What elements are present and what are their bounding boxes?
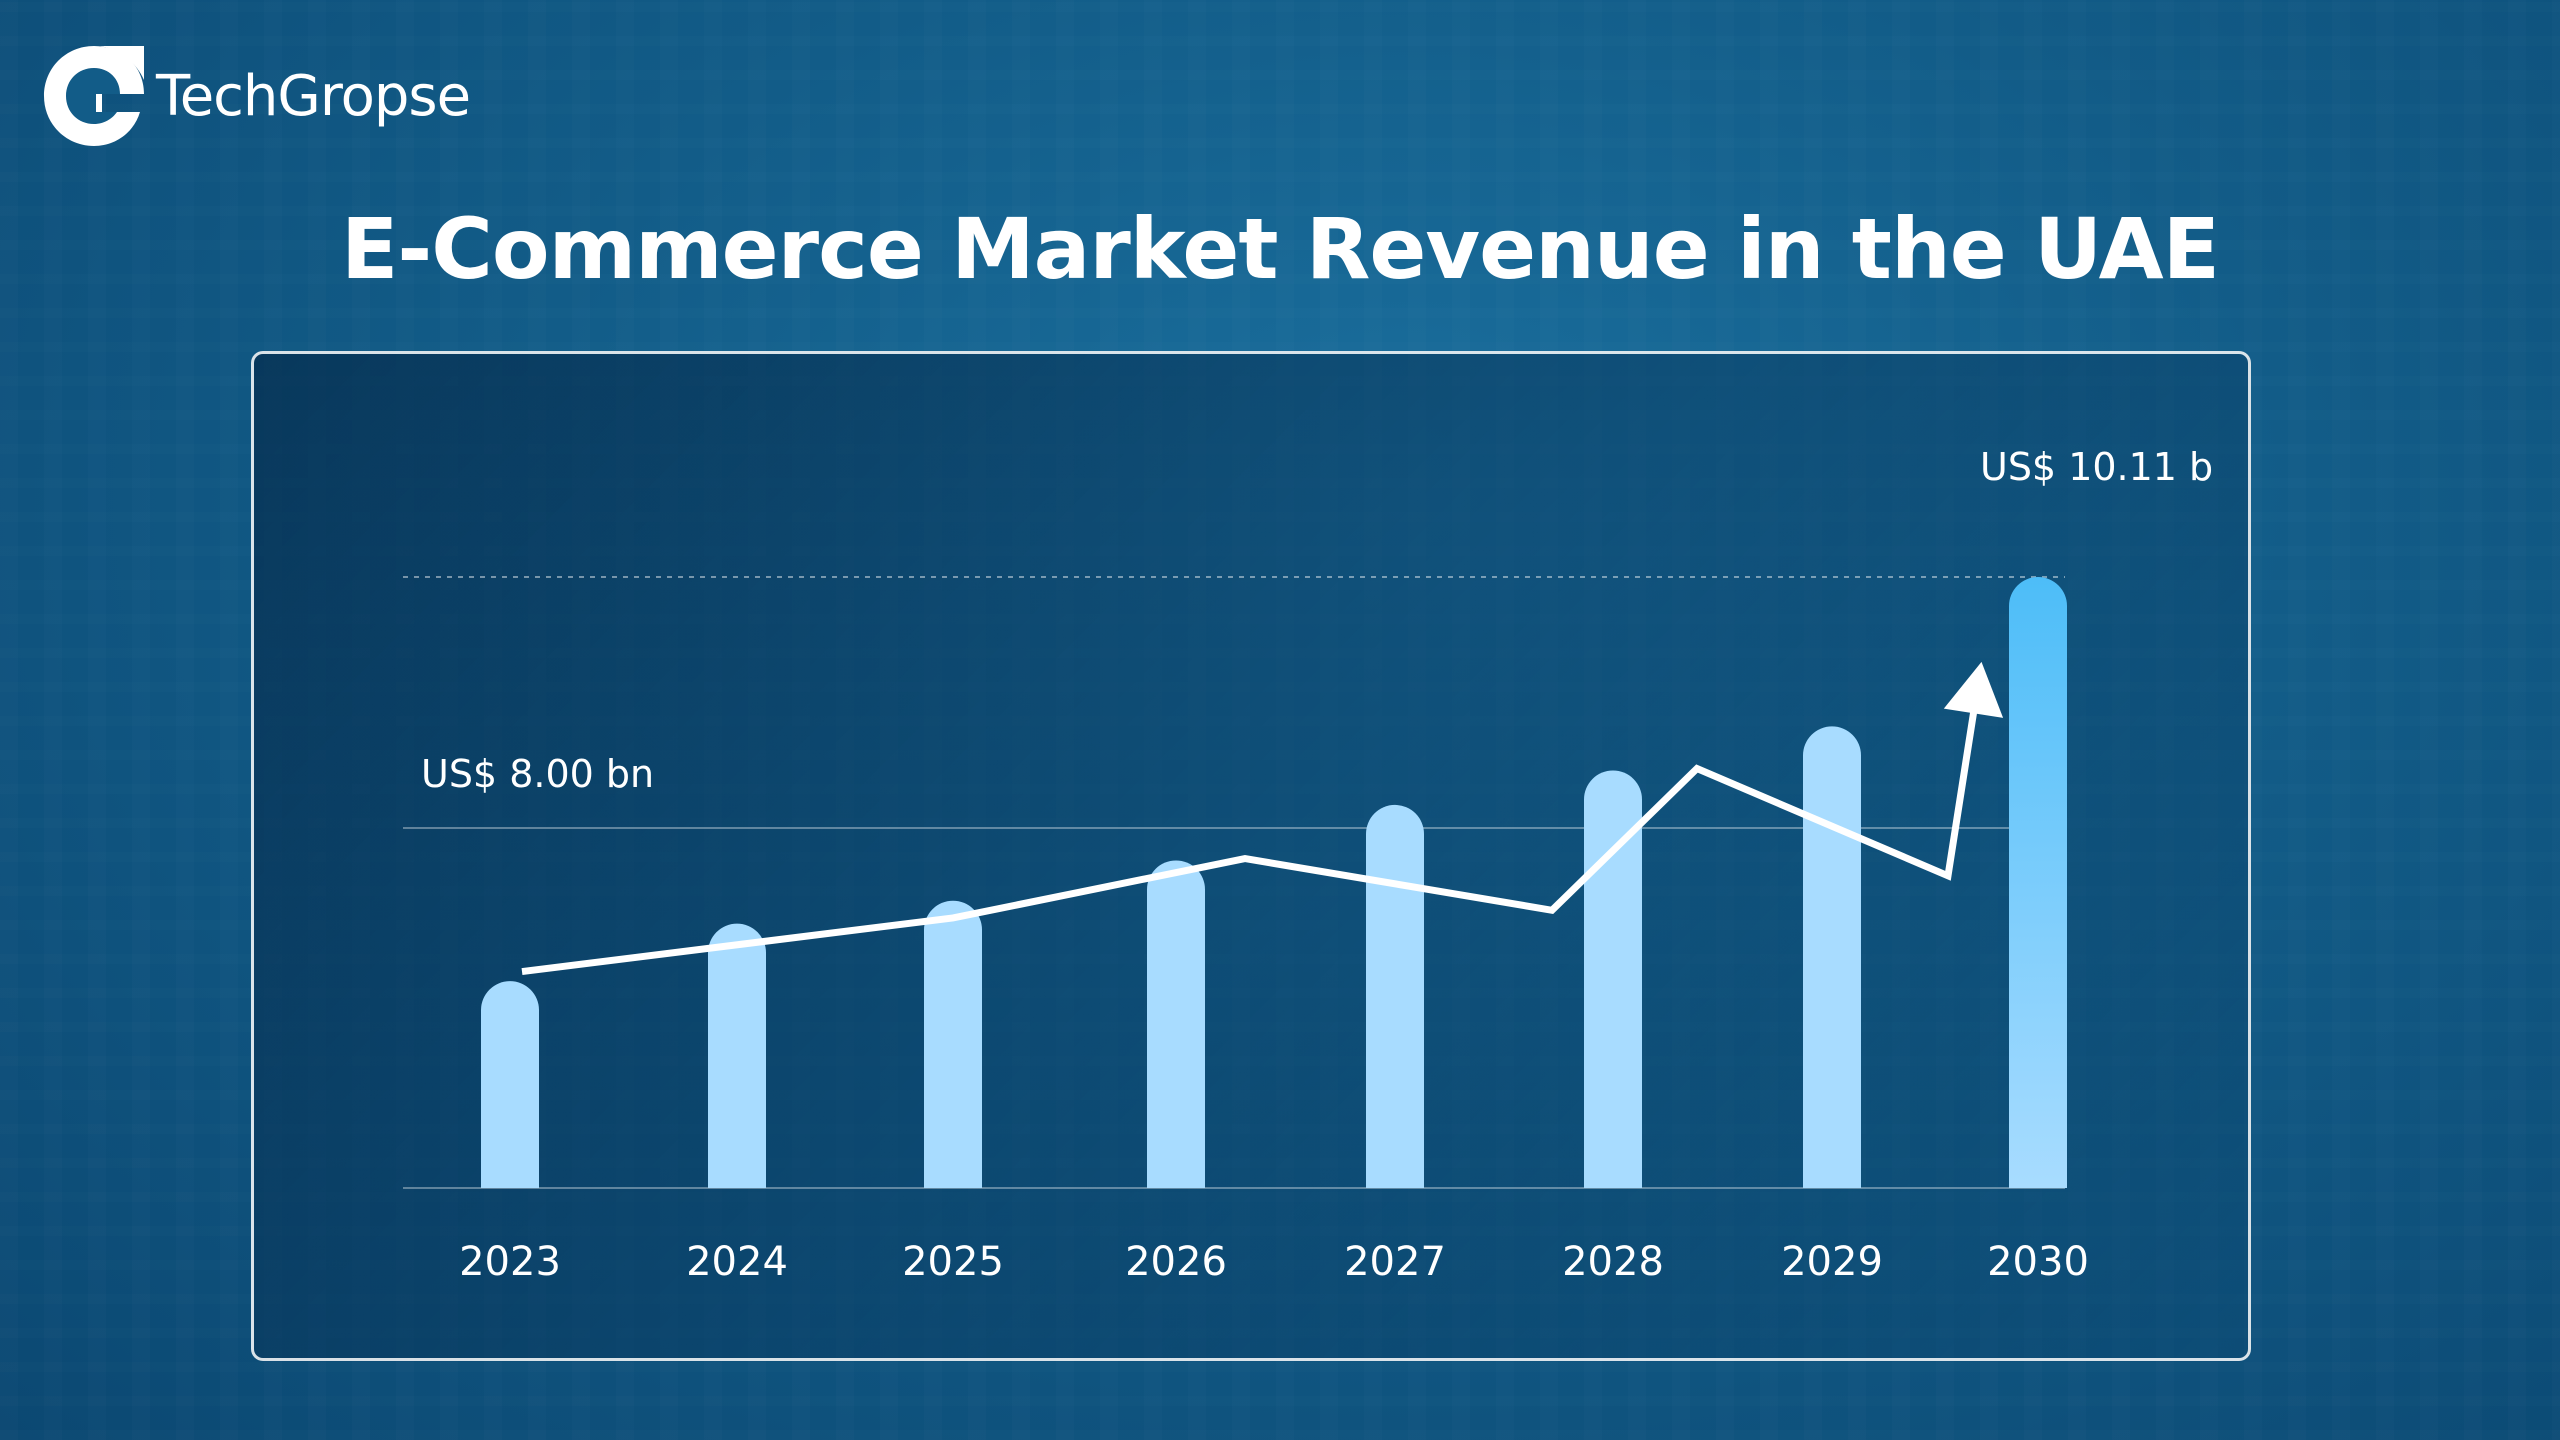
x-tick-label-2027: 2027 (1344, 1239, 1446, 1285)
logo-g-icon (44, 46, 144, 146)
trend-arrowhead-icon (1943, 661, 2004, 718)
bar-2029 (1803, 726, 1861, 1188)
page-title: E-Commerce Market Revenue in the UAE (341, 200, 2220, 298)
x-tick-label-2025: 2025 (902, 1239, 1004, 1285)
bar-2024 (708, 923, 766, 1188)
start-value-label: US$ 8.00 bn (421, 752, 654, 796)
x-tick-label-2023: 2023 (459, 1239, 561, 1285)
bar-2030 (2009, 577, 2067, 1188)
x-tick-label-2024: 2024 (686, 1239, 788, 1285)
bar-2025 (924, 900, 982, 1188)
chart-panel (251, 351, 2251, 1361)
bar-2023 (481, 981, 539, 1188)
trend-line (521, 702, 1979, 976)
x-tick-label-2026: 2026 (1125, 1239, 1227, 1285)
x-tick-label-2028: 2028 (1562, 1239, 1664, 1285)
bar-2028 (1584, 770, 1642, 1188)
brand-logo: TechGropse (40, 42, 471, 150)
brand-name: TechGropse (156, 63, 471, 129)
bar-2026 (1147, 860, 1205, 1188)
x-tick-label-2030: 2030 (1987, 1239, 2089, 1285)
bar-2027 (1366, 804, 1424, 1188)
x-tick-label-2029: 2029 (1781, 1239, 1883, 1285)
end-value-label: US$ 10.11 b (1980, 445, 2213, 489)
